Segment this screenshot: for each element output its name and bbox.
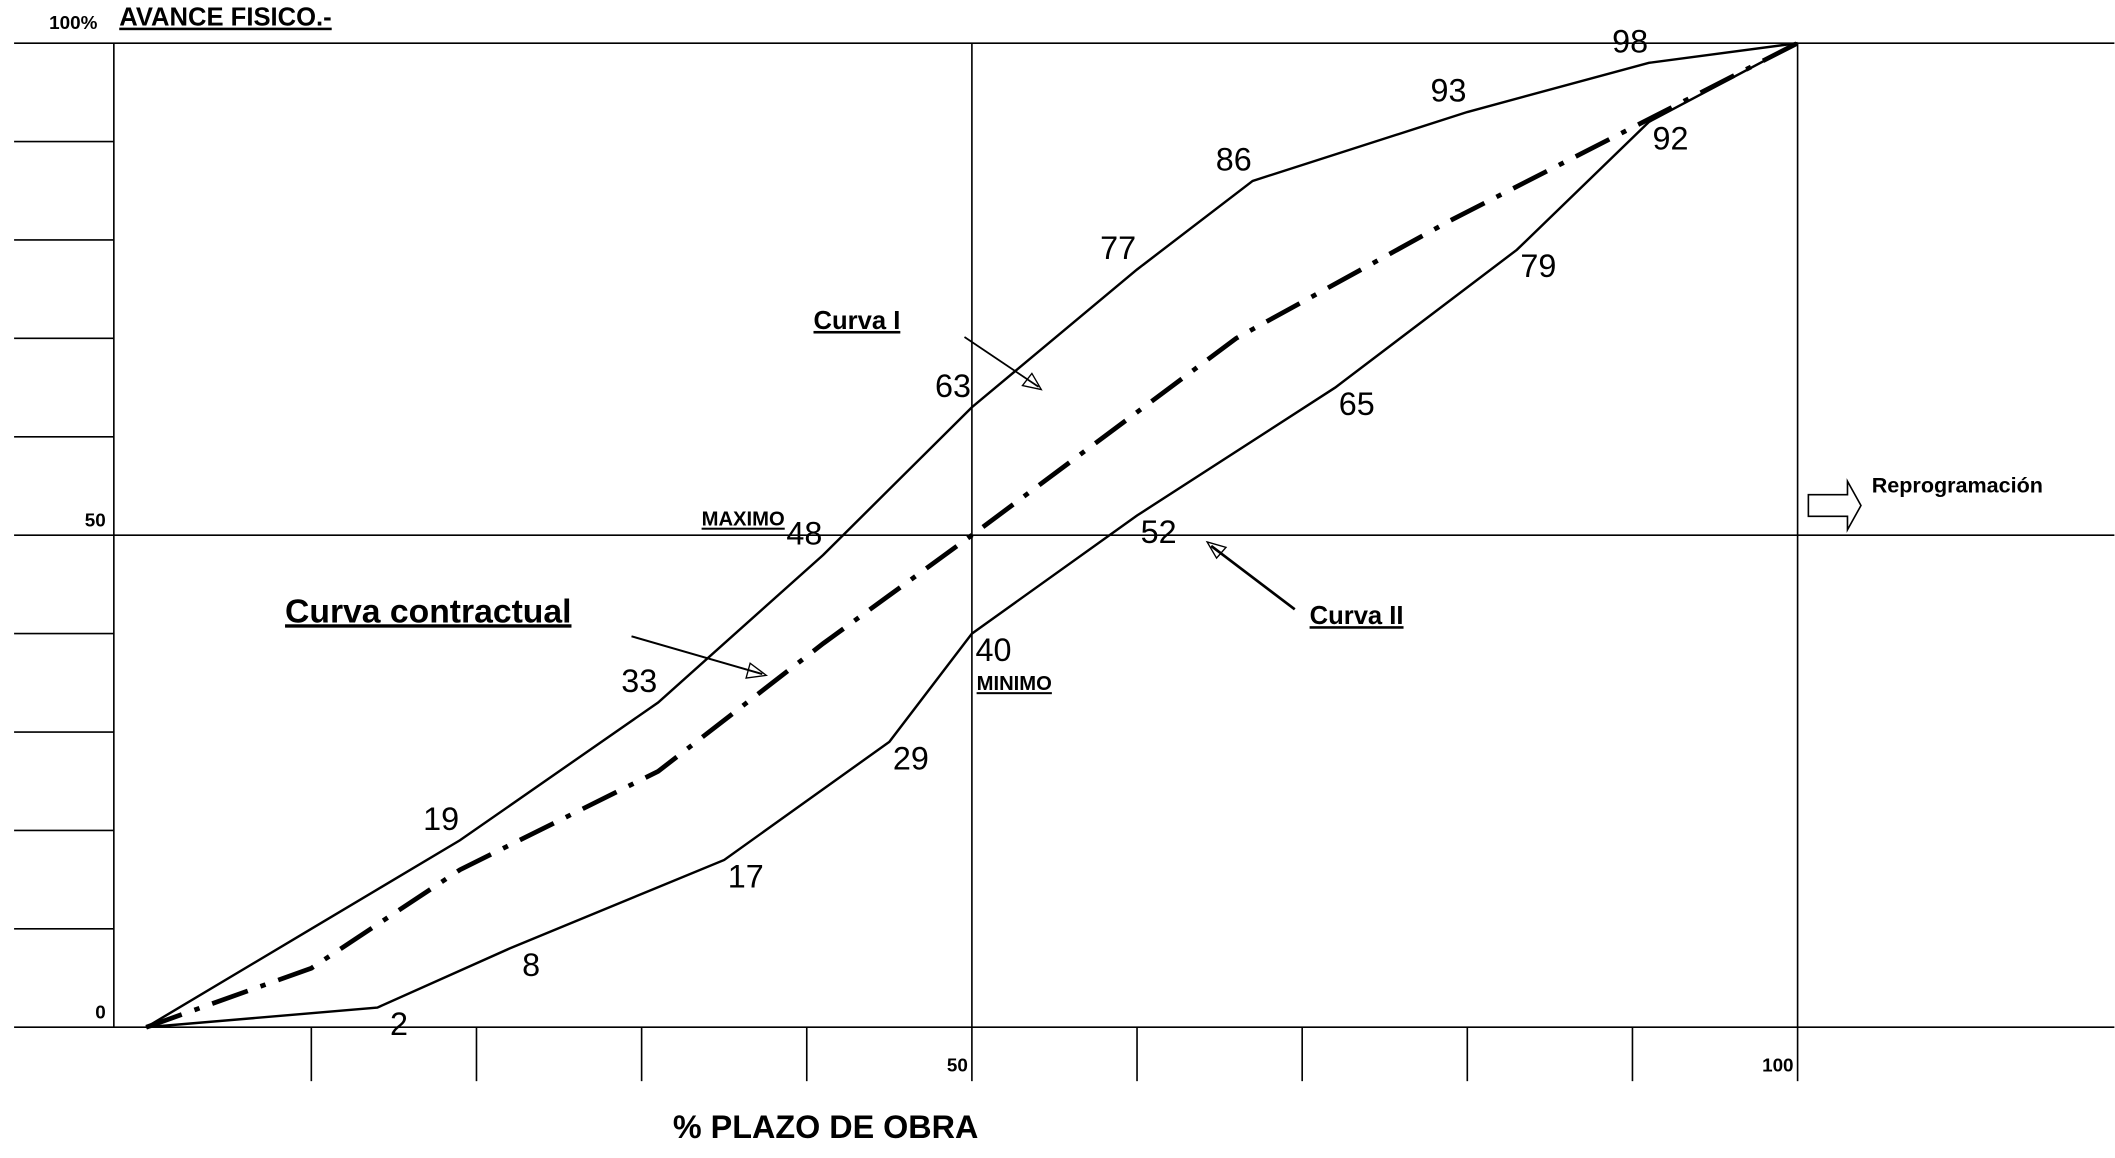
data-label: 17 <box>728 858 764 894</box>
x-tick-label: 100 <box>1762 1054 1793 1075</box>
data-label: 40 <box>975 632 1011 668</box>
curve-label: Curva II <box>1310 602 1404 630</box>
series-line <box>145 41 1799 1030</box>
data-label: 8 <box>522 947 540 983</box>
y-tick-label: 0 <box>95 1002 105 1023</box>
x-axis-label: % PLAZO DE OBRA <box>673 1109 978 1145</box>
data-label: 79 <box>1520 248 1556 284</box>
chart-title: AVANCE FISICO.- <box>119 4 331 32</box>
data-label: 63 <box>935 368 971 404</box>
arrow-icon <box>1807 478 1862 533</box>
data-label: 77 <box>1100 230 1136 266</box>
y-top-label: 100% <box>49 12 97 33</box>
data-label: 19 <box>423 801 459 837</box>
pointer <box>1210 544 1296 611</box>
x-tick-label: 50 <box>947 1054 968 1075</box>
annotation: Reprogramación <box>1872 472 2043 497</box>
curve-label: Curva contractual <box>285 592 571 630</box>
data-label: 2 <box>390 1006 408 1042</box>
curve-label: Curva I <box>813 307 900 335</box>
data-label: 48 <box>786 516 822 552</box>
arrow-head <box>745 662 769 679</box>
pointer <box>963 336 1040 388</box>
data-label: 93 <box>1430 73 1466 109</box>
pointer <box>631 635 763 676</box>
data-label: 33 <box>621 663 657 699</box>
data-label: 29 <box>893 740 929 776</box>
data-label: 92 <box>1653 120 1689 156</box>
arrow-head <box>1021 372 1043 391</box>
data-label: 98 <box>1612 23 1648 59</box>
series-line <box>146 42 1799 1029</box>
y-tick-label: 50 <box>85 510 106 531</box>
data-label: 65 <box>1339 386 1375 422</box>
data-label: 86 <box>1216 142 1252 178</box>
data-label: 52 <box>1141 514 1177 550</box>
series-line <box>145 41 1798 1029</box>
annotation: MAXIMO <box>702 509 785 531</box>
annotation: MINIMO <box>977 673 1052 695</box>
arrow-head <box>1205 540 1228 560</box>
